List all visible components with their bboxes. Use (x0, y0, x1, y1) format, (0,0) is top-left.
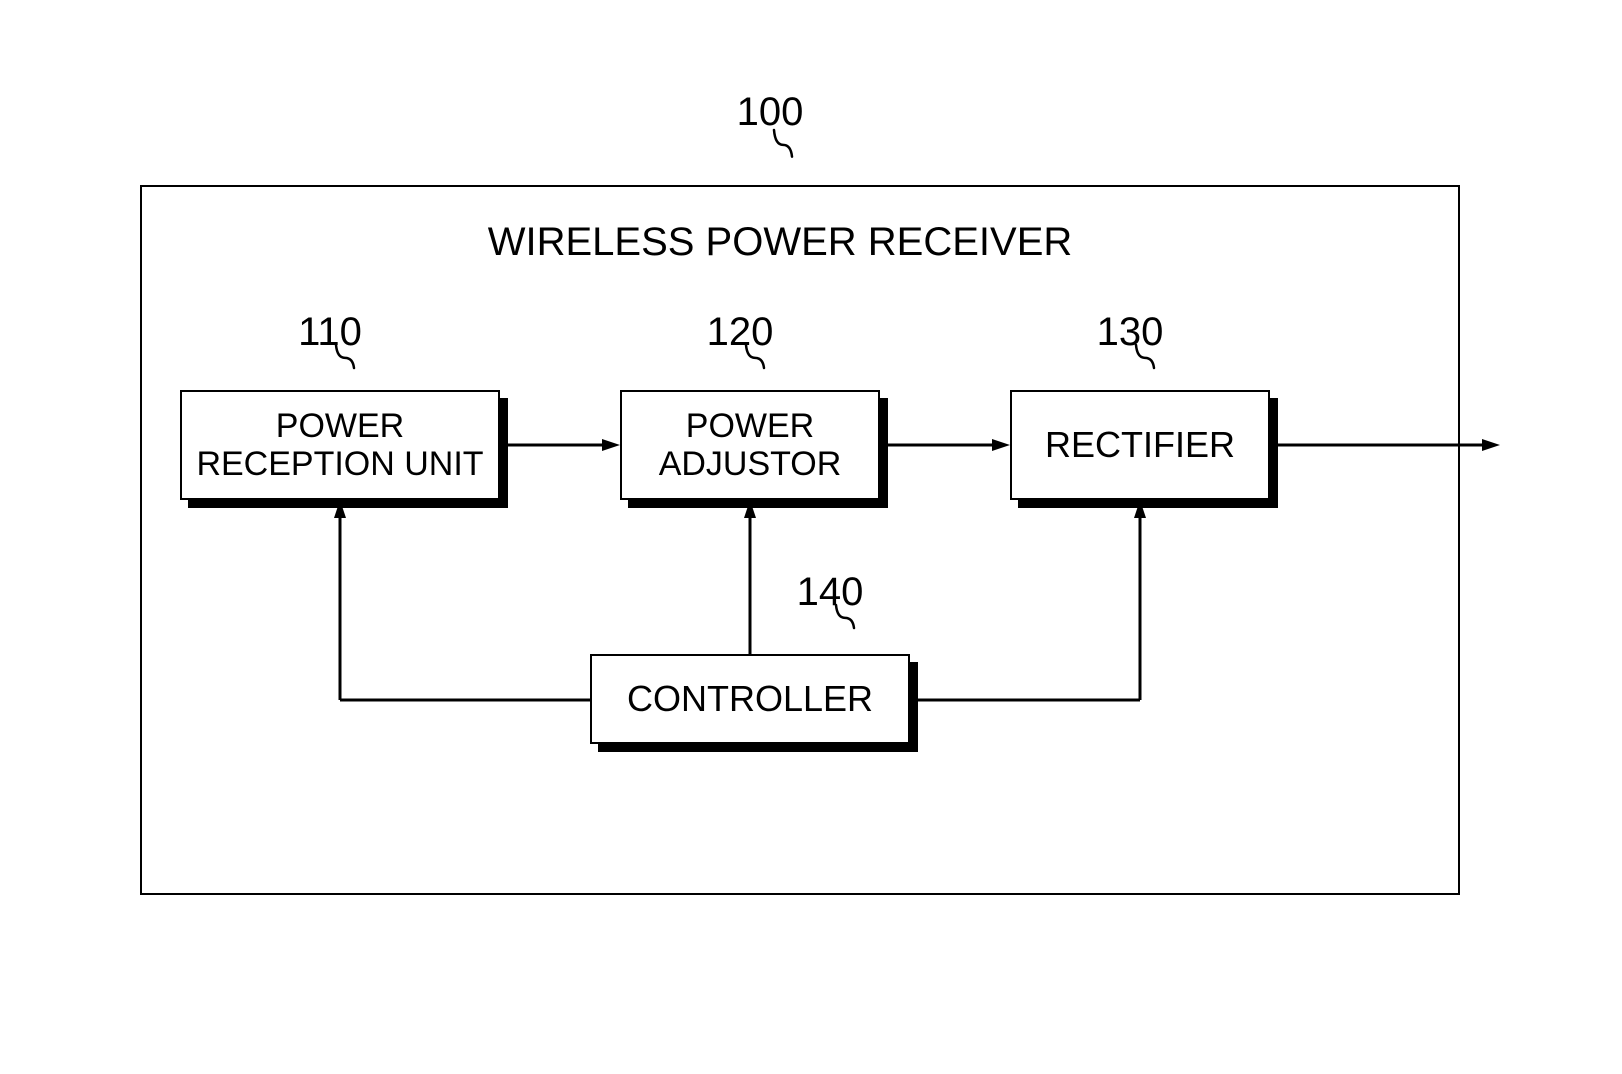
power-reception-unit-block: POWER RECEPTION UNIT (180, 390, 500, 500)
rectifier-shadow (1270, 398, 1278, 508)
power-reception-unit-shadow (500, 398, 508, 508)
diagram-canvas: 100 WIRELESS POWER RECEIVER POWER RECEPT… (0, 0, 1622, 1074)
controller-shadow (598, 744, 918, 752)
power-adjustor-block: POWER ADJUSTOR (620, 390, 880, 500)
wireless-power-receiver-title: WIRELESS POWER RECEIVER (480, 220, 1080, 265)
rectifier-ref-number: 130 (1070, 310, 1190, 355)
rectifier-block: RECTIFIER (1010, 390, 1270, 500)
power-adjustor-shadow (628, 500, 888, 508)
rectifier-ref-squiggle (1132, 343, 1158, 378)
power-reception-unit-shadow (188, 500, 508, 508)
power-adjustor-ref-squiggle (742, 343, 768, 378)
wireless-power-receiver-box (140, 185, 1460, 895)
power-adjustor-ref-number: 120 (680, 310, 800, 355)
outer-ref-squiggle (770, 128, 796, 168)
controller-block: CONTROLLER (590, 654, 910, 744)
power-adjustor-shadow (880, 398, 888, 508)
controller-ref-number: 140 (770, 570, 890, 615)
controller-shadow (910, 662, 918, 752)
power-reception-unit-ref-squiggle (332, 343, 358, 378)
power-reception-unit-ref-number: 110 (270, 310, 390, 355)
controller-ref-squiggle (832, 603, 858, 638)
rectifier-shadow (1018, 500, 1278, 508)
